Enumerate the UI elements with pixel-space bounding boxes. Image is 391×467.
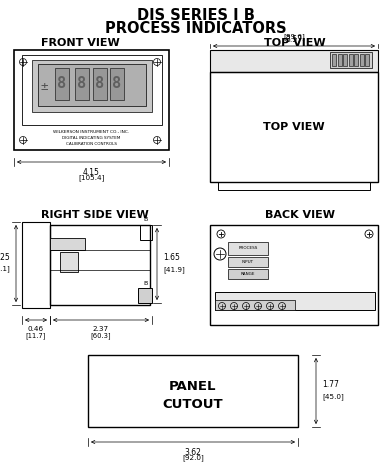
Bar <box>354 54 358 66</box>
Text: 8: 8 <box>57 77 66 92</box>
Text: WILKERSON INSTRUMENT CO., INC.: WILKERSON INSTRUMENT CO., INC. <box>53 130 129 134</box>
Text: PANEL
CUTOUT: PANEL CUTOUT <box>163 380 223 410</box>
Bar <box>14 50 169 150</box>
Text: BACK VIEW: BACK VIEW <box>265 210 335 220</box>
Text: 8: 8 <box>113 77 122 92</box>
Text: INPUT: INPUT <box>242 260 254 264</box>
Text: 3.62: 3.62 <box>185 448 201 457</box>
Text: 3.57: 3.57 <box>285 35 303 44</box>
Text: RANGE: RANGE <box>241 272 255 276</box>
Bar <box>55 68 69 100</box>
Text: 1.77: 1.77 <box>322 380 339 389</box>
Bar <box>215 292 375 310</box>
Text: B: B <box>144 217 148 222</box>
Text: PROCESS INDICATORS: PROCESS INDICATORS <box>105 21 287 36</box>
Text: 1.65: 1.65 <box>163 253 180 262</box>
Text: DIGITAL INDICATING SYSTEM: DIGITAL INDICATING SYSTEM <box>62 136 120 140</box>
Bar <box>32 60 152 112</box>
Text: 8: 8 <box>95 77 104 92</box>
Text: [60.3]: [60.3] <box>91 332 111 339</box>
Text: RIGHT SIDE VIEW: RIGHT SIDE VIEW <box>41 210 149 220</box>
Text: [41.9]: [41.9] <box>163 266 185 273</box>
Text: TOP VIEW: TOP VIEW <box>264 38 326 48</box>
Text: [105.4]: [105.4] <box>78 175 105 181</box>
Text: PROCESS: PROCESS <box>238 246 258 250</box>
Text: FRONT VIEW: FRONT VIEW <box>41 38 119 48</box>
Bar <box>93 68 107 100</box>
Bar <box>110 68 124 100</box>
Text: ±: ± <box>40 79 48 92</box>
Text: DIS SERIES I B: DIS SERIES I B <box>137 8 255 23</box>
Bar <box>228 269 268 279</box>
Text: B: B <box>143 281 147 286</box>
Bar <box>359 54 364 66</box>
Bar <box>228 242 268 255</box>
Text: CALIBRATION CONTROLS: CALIBRATION CONTROLS <box>66 142 117 146</box>
Bar <box>228 257 268 267</box>
Text: 2.37: 2.37 <box>93 326 109 332</box>
Text: [45.0]: [45.0] <box>322 393 344 400</box>
Bar <box>50 225 150 305</box>
Bar <box>210 72 378 182</box>
Bar <box>218 182 370 190</box>
Bar <box>140 225 152 240</box>
Text: 2.25: 2.25 <box>0 253 10 262</box>
Bar <box>215 300 295 310</box>
Bar <box>365 54 369 66</box>
Bar <box>210 50 378 72</box>
Bar <box>343 54 347 66</box>
Bar <box>210 225 378 325</box>
Bar <box>60 252 78 272</box>
Text: [11.7]: [11.7] <box>26 332 46 339</box>
Bar <box>22 55 162 125</box>
Bar <box>337 54 341 66</box>
Bar <box>22 222 50 308</box>
Bar <box>138 288 152 303</box>
Bar <box>332 54 336 66</box>
Text: 8: 8 <box>77 77 86 92</box>
Bar <box>88 355 298 427</box>
Bar <box>38 64 146 106</box>
Bar <box>75 68 89 100</box>
Bar <box>50 238 85 250</box>
Text: [89.6]: [89.6] <box>283 33 305 40</box>
Text: TOP VIEW: TOP VIEW <box>263 122 325 132</box>
Text: 4.15: 4.15 <box>83 168 100 177</box>
Text: 0.46: 0.46 <box>28 326 44 332</box>
Text: [92.0]: [92.0] <box>182 454 204 461</box>
Bar <box>348 54 353 66</box>
Bar <box>330 52 372 68</box>
Text: [57.1]: [57.1] <box>0 266 10 272</box>
